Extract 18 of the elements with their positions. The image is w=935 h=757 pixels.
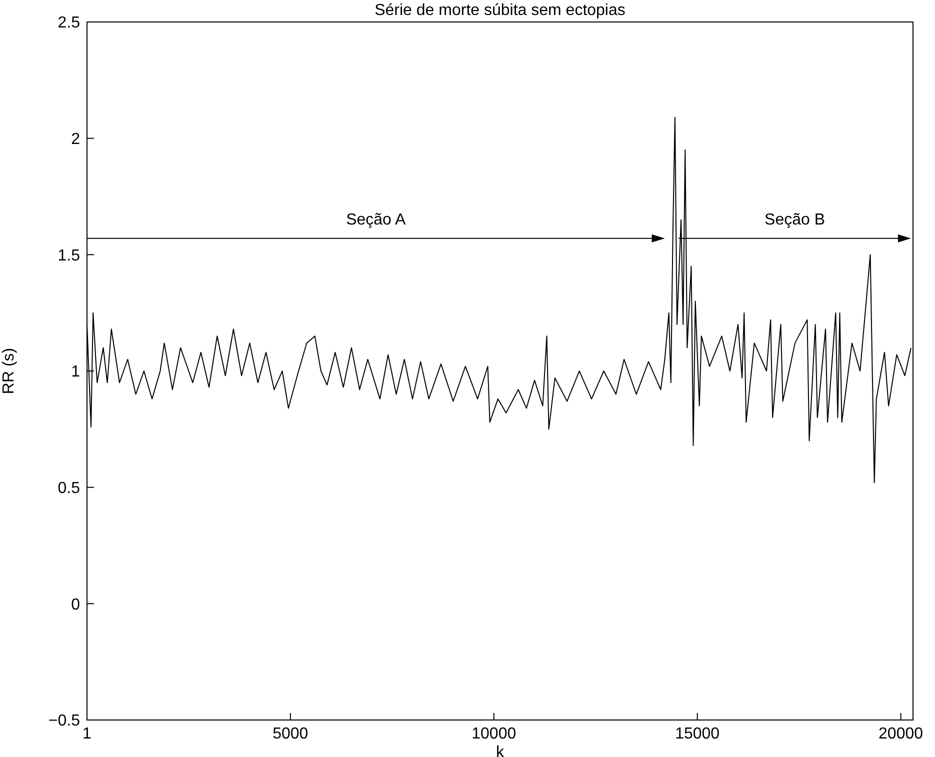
x-axis-title: k: [496, 744, 505, 757]
x-tick-label: 5000: [272, 725, 308, 742]
x-tick-label: 15000: [675, 725, 720, 742]
x-tick-label: 10000: [472, 725, 516, 742]
x-tick-label: 1: [82, 725, 92, 742]
y-tick-label: 0.5: [58, 480, 80, 498]
annotation: Seção B: [764, 211, 826, 228]
annotation: Seção A: [346, 211, 406, 228]
y-tick-label: 1.5: [58, 247, 80, 264]
x-tick-label: 20000: [878, 725, 924, 742]
y-axis-title: RR (s): [0, 348, 18, 394]
y-tick-label: 1: [71, 364, 80, 381]
line-series: [87, 116, 912, 484]
y-tick-label: 2.5: [58, 14, 80, 32]
y-tick-label: 2: [71, 131, 80, 148]
y-tick-label: −0.5: [48, 712, 80, 730]
chart-title: Série de morte súbita sem ectopias: [374, 2, 626, 19]
y-tick-label: 0: [71, 596, 80, 614]
